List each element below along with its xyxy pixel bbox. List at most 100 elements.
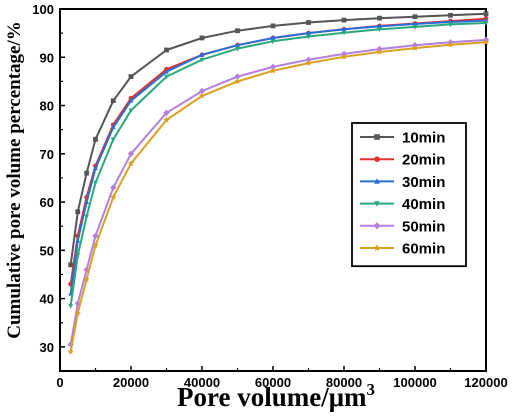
data-point [128, 108, 134, 114]
data-point [92, 232, 99, 240]
legend-label: 40min [402, 196, 445, 213]
series-layer [67, 11, 490, 355]
y-tick-label: 40 [40, 292, 54, 307]
data-point [234, 73, 241, 80]
x-tick-label: 0 [56, 375, 63, 390]
y-axis-title: Cumulative pore volume percentage/% [4, 21, 25, 339]
data-point [199, 35, 205, 41]
data-point [83, 275, 90, 283]
data-point [92, 242, 99, 249]
x-tick-label: 100000 [393, 375, 436, 390]
data-point [198, 87, 206, 95]
legend-marker [374, 156, 380, 162]
series-60min [67, 38, 490, 355]
data-point [341, 26, 347, 32]
series-line [69, 22, 487, 306]
legend-label: 20min [402, 152, 445, 169]
legend: 10min 20min 30min 40min 50min 60min [351, 122, 467, 268]
series-line [69, 38, 487, 345]
data-point [341, 30, 347, 36]
data-point [305, 59, 312, 66]
x-tick-label: 80000 [326, 375, 362, 390]
data-point [411, 44, 419, 51]
legend-item: 10min [360, 130, 445, 147]
data-point [110, 137, 116, 143]
legend-label: 50min [402, 218, 445, 235]
data-point [482, 38, 490, 46]
x-tick-label: 40000 [184, 375, 220, 390]
legend-item: 30min [360, 174, 445, 191]
data-point [270, 23, 276, 29]
data-point [127, 150, 135, 157]
y-tick-label: 50 [40, 243, 54, 258]
data-point [128, 74, 134, 79]
y-tick-label: 80 [40, 99, 54, 114]
data-point [270, 39, 276, 45]
legend-item: 60min [360, 241, 445, 258]
data-point [306, 30, 311, 36]
data-point [74, 309, 81, 316]
legend-box [351, 122, 467, 268]
data-point [448, 22, 453, 28]
legend-marker [374, 178, 380, 184]
data-point [412, 24, 418, 30]
series-line [69, 12, 487, 265]
data-point [127, 160, 135, 167]
y-tick-label: 100 [32, 2, 54, 17]
data-point [269, 67, 277, 74]
series-10min [68, 11, 489, 268]
data-point [377, 15, 382, 21]
data-point [198, 92, 206, 99]
y-tick-label: 60 [40, 195, 54, 210]
y-axis: 30 40 50 60 70 80 90 100 [32, 2, 65, 372]
data-point [235, 28, 240, 34]
data-point [199, 51, 205, 57]
y-tick-label: 90 [40, 50, 54, 65]
legend-label: 60min [402, 241, 445, 258]
legend-item: 20min [360, 152, 445, 169]
x-tick-label: 120000 [464, 375, 507, 390]
x-axis-title: Pore volume/μm3 [177, 380, 375, 412]
data-point [447, 41, 454, 48]
data-point [340, 53, 348, 60]
data-point [84, 199, 90, 204]
data-point [110, 193, 117, 200]
data-point [235, 42, 240, 48]
legend-item: 50min [360, 218, 445, 235]
data-point [483, 21, 489, 26]
data-point [164, 74, 169, 80]
data-point [128, 97, 134, 103]
data-point [68, 262, 74, 268]
y-tick-label: 30 [40, 340, 54, 355]
series-40min [68, 21, 489, 309]
legend-marker [373, 244, 381, 252]
data-point [110, 184, 117, 191]
x-tick-label: 60000 [255, 375, 291, 390]
data-point [164, 68, 169, 74]
series-line [69, 41, 487, 352]
data-point [306, 34, 311, 40]
data-point [234, 78, 241, 85]
data-point [448, 12, 453, 18]
x-tick-label: 20000 [113, 375, 149, 390]
data-point [164, 47, 169, 53]
data-point [306, 20, 311, 25]
data-point [377, 23, 382, 29]
data-point [199, 57, 205, 63]
data-point [483, 11, 489, 17]
legend-marker [374, 201, 380, 207]
data-point [376, 48, 383, 55]
data-point [75, 237, 81, 243]
data-point [75, 209, 81, 215]
data-point [270, 35, 276, 40]
data-point [84, 214, 90, 220]
data-point [269, 63, 277, 71]
x-axis: 0 20000 40000 60000 80000 100000 120000 [56, 366, 508, 390]
y-tick-label: 70 [40, 147, 54, 162]
legend-label: 30min [402, 174, 445, 191]
data-point [67, 348, 74, 355]
data-point [235, 46, 240, 52]
data-point [412, 14, 418, 20]
data-point [163, 116, 170, 123]
